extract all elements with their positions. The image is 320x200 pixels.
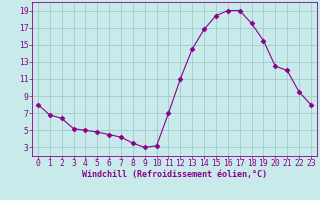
X-axis label: Windchill (Refroidissement éolien,°C): Windchill (Refroidissement éolien,°C) — [82, 170, 267, 179]
